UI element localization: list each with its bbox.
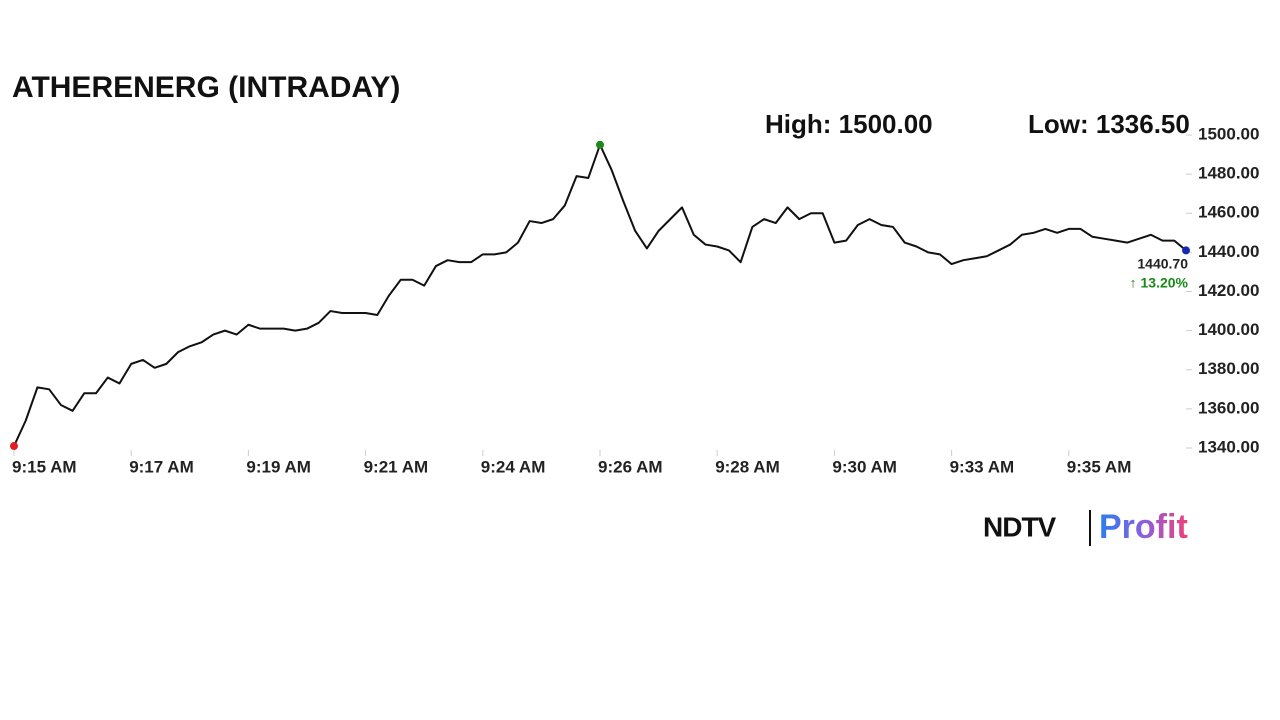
x-tick-label: 9:26 AM: [598, 457, 663, 476]
x-tick-label: 9:19 AM: [246, 457, 311, 476]
x-tick-label: 9:35 AM: [1067, 457, 1132, 476]
x-tick-label: 9:30 AM: [832, 457, 897, 476]
y-tick-label: 1440.00: [1198, 242, 1259, 261]
change-label: ↑ 13.20%: [1130, 275, 1189, 291]
y-tick-label: 1500.00: [1198, 124, 1259, 143]
chart-title: ATHERENERG (INTRADAY): [12, 71, 400, 104]
x-tick-label: 9:24 AM: [481, 457, 546, 476]
y-tick-label: 1460.00: [1198, 203, 1259, 222]
plot: 1340.00 1360.00 1380.00 1400.00 1420.00 1440.…: [10, 124, 1259, 476]
marker-last: [1182, 246, 1190, 255]
y-tick-label: 1480.00: [1198, 164, 1259, 183]
last-price-label: 1440.70: [1137, 256, 1188, 272]
brand-name: NDTV: [983, 511, 1057, 542]
y-tick-label: 1360.00: [1198, 398, 1259, 417]
y-tick-label: 1420.00: [1198, 281, 1259, 300]
x-tick-label: 9:33 AM: [950, 457, 1015, 476]
brand-product: Profit: [1099, 508, 1188, 546]
x-tick-label: 9:15 AM: [12, 457, 77, 476]
y-tick-label: 1340.00: [1198, 437, 1259, 456]
x-tick-label: 9:21 AM: [364, 457, 429, 476]
x-tick-label: 9:28 AM: [715, 457, 780, 476]
y-tick-label: 1400.00: [1198, 320, 1259, 339]
y-tick-label: 1380.00: [1198, 359, 1259, 378]
marker-peak: [596, 140, 604, 149]
high-label: High: 1500.00: [765, 109, 933, 139]
marker-first: [10, 442, 18, 451]
low-label: Low: 1336.50: [1028, 109, 1190, 139]
x-tick-label: 9:17 AM: [129, 457, 194, 476]
